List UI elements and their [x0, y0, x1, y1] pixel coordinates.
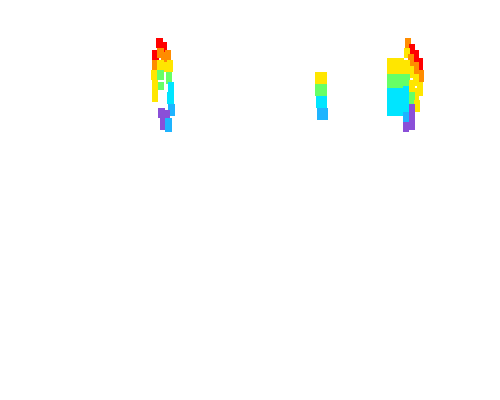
ribbon-segment [160, 42, 167, 52]
ribbon-segment [409, 80, 415, 92]
rainbow-ribbon-right [387, 38, 424, 132]
ribbon-segment [168, 82, 174, 94]
ribbon-segment [387, 88, 403, 102]
ribbon-segment [157, 60, 164, 70]
ribbon-segment [413, 74, 419, 86]
ribbon-segment [418, 70, 424, 82]
ribbon-segment [168, 104, 175, 116]
ribbon-segment [152, 60, 159, 70]
ribbon-segment [164, 110, 170, 120]
ribbon-segment [165, 118, 172, 132]
ribbon-segment [387, 102, 403, 116]
ribbon-segment [152, 50, 159, 60]
ribbon-segment [403, 112, 409, 126]
ribbon-segment [409, 44, 415, 54]
ribbon-segment [417, 82, 423, 96]
ribbon-segment [158, 108, 165, 118]
ribbon-segment [158, 82, 164, 90]
ribbon-segment [408, 66, 414, 78]
ribbon-segment [152, 90, 158, 102]
ribbon-segment [404, 74, 410, 86]
rainbow-ribbon-left [151, 38, 175, 132]
ribbon-segment [387, 58, 404, 74]
ribbon-segment [403, 86, 409, 100]
ribbon-segment [413, 50, 419, 62]
ribbon-segment [152, 80, 158, 90]
ribbon-segment [151, 70, 158, 80]
ribbon-segment [409, 116, 415, 130]
ribbon-segment [315, 72, 327, 84]
ribbon-segment [161, 52, 168, 62]
ribbon-segment [409, 92, 415, 104]
ribbon-segment [405, 38, 411, 48]
ribbon-segment [157, 70, 164, 80]
ribbon-segment [315, 84, 327, 96]
ribbon-segment [404, 48, 410, 58]
ribbon-segment [160, 118, 167, 130]
ribbon-segment [403, 100, 409, 114]
ribbon-segment [317, 108, 328, 120]
ribbon-segment [167, 92, 174, 104]
ribbon-segment [316, 96, 327, 108]
ribbon-segment [413, 88, 419, 100]
rainbow-ribbon-center [315, 72, 328, 120]
ribbon-segment [414, 100, 420, 112]
ribbon-segment [157, 48, 164, 58]
ribbon-segment [413, 62, 419, 74]
ribbon-segment [167, 60, 173, 72]
ribbon-segment [403, 122, 409, 132]
ribbon-segment [387, 74, 404, 88]
ribbon-segment [417, 58, 423, 70]
ribbon-segment [409, 104, 415, 116]
ribbon-segment [404, 60, 410, 74]
ribbon-segment [165, 50, 171, 62]
ribbon-segment [156, 38, 163, 48]
ribbon-segment [163, 62, 169, 72]
ribbon-segment [408, 54, 414, 66]
ribbon-segment [166, 72, 172, 84]
